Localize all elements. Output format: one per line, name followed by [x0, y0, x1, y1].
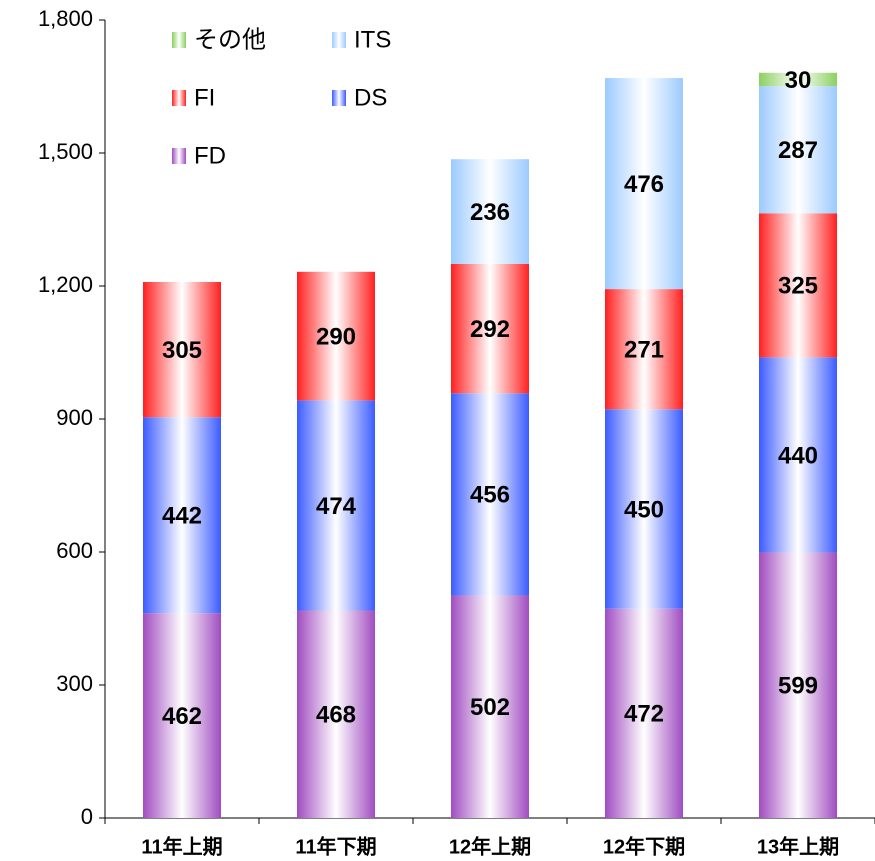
legend-swatch [332, 32, 346, 48]
bar-segment [759, 357, 837, 553]
x-tick-label: 11年上期 [141, 834, 222, 858]
legend-swatch [172, 32, 186, 48]
bar-segment [143, 613, 221, 818]
data-label: 450 [624, 496, 664, 523]
data-label: 442 [162, 503, 202, 530]
x-tick-label: 13年上期 [757, 834, 839, 858]
y-tick-label: 0 [81, 804, 93, 829]
bar-segment [605, 289, 683, 410]
data-label: 290 [316, 323, 356, 350]
data-label: 599 [778, 673, 818, 700]
legend-label: FI [194, 84, 215, 111]
bar-segment [759, 86, 837, 214]
legend-label: FD [194, 142, 226, 169]
bar-segment [451, 263, 529, 394]
bar-segment [143, 417, 221, 614]
bar-segment [759, 552, 837, 818]
data-label: 236 [470, 199, 510, 226]
legend-label: その他 [194, 26, 266, 53]
x-tick-label: 12年下期 [603, 834, 685, 858]
y-tick-label: 1,500 [38, 139, 93, 164]
data-label: 271 [624, 337, 664, 364]
data-label: 456 [470, 482, 510, 509]
bar-segment [759, 213, 837, 358]
data-label: 305 [162, 337, 202, 364]
data-label: 462 [162, 703, 202, 730]
bar-segment [759, 72, 837, 87]
bar-segment [451, 159, 529, 264]
bar-segment [605, 409, 683, 609]
legend-label: DS [354, 84, 387, 111]
data-label: 292 [470, 316, 510, 343]
data-label: 472 [624, 701, 664, 728]
bar-segment [143, 282, 221, 418]
data-label: 474 [316, 493, 357, 520]
y-tick-label: 1,200 [38, 272, 93, 297]
data-label: 468 [316, 702, 356, 729]
data-label: 476 [624, 171, 664, 198]
data-label: 325 [778, 273, 818, 300]
data-label: 287 [778, 137, 818, 164]
y-tick-label: 300 [56, 671, 93, 696]
legend-swatch [172, 90, 186, 106]
bar-segment [605, 608, 683, 818]
bar-segment [297, 400, 375, 611]
bar-segment [297, 610, 375, 818]
legend-swatch [172, 148, 186, 164]
data-label: 502 [470, 694, 510, 721]
y-tick-label: 1,800 [38, 6, 93, 31]
legend-label: ITS [354, 26, 391, 53]
bar-segment [451, 595, 529, 818]
bar-segment [605, 78, 683, 290]
x-tick-label: 11年下期 [295, 834, 376, 858]
data-label: 30 [785, 67, 812, 94]
data-label: 440 [778, 442, 818, 469]
bar-segment [451, 393, 529, 596]
y-tick-label: 900 [56, 405, 93, 430]
x-tick-label: 12年上期 [449, 834, 531, 858]
y-tick-label: 600 [56, 538, 93, 563]
legend-swatch [332, 90, 346, 106]
bar-segment [297, 271, 375, 401]
